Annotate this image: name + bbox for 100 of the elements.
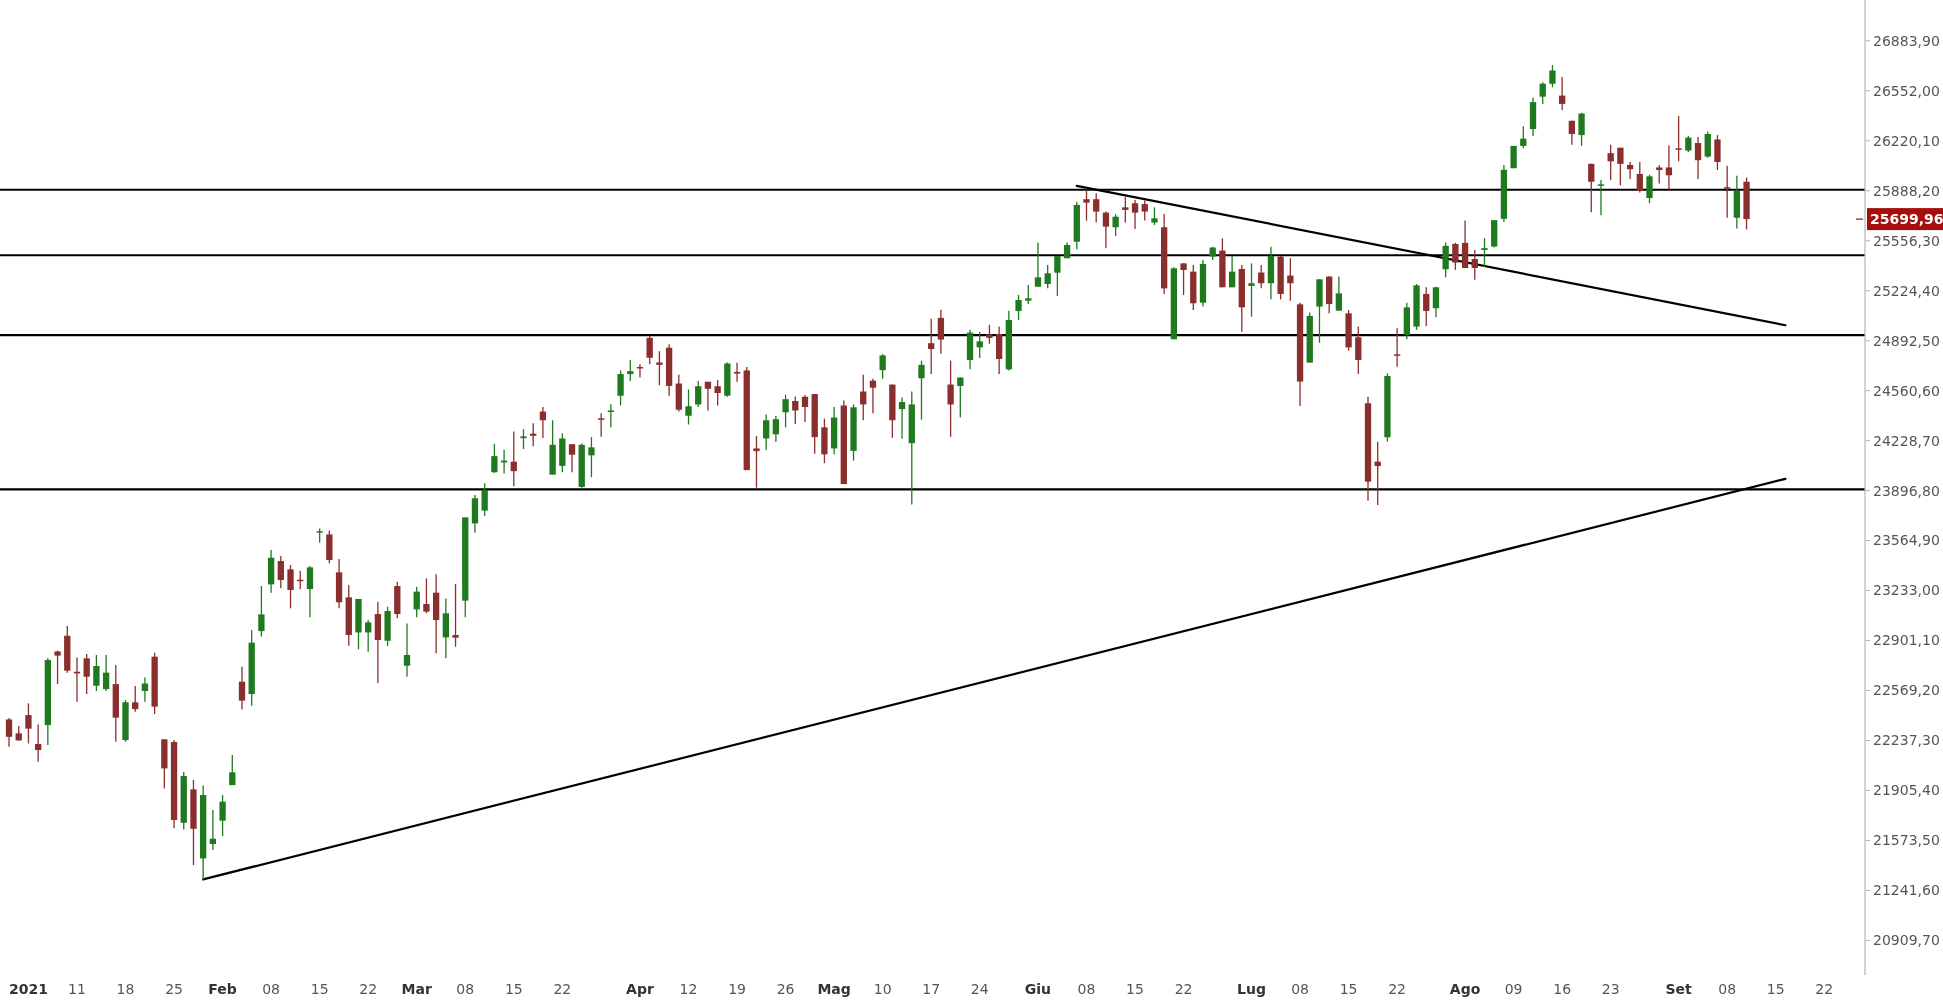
y-tick-label: 26552,00 [1873,82,1940,99]
candlestick [306,565,314,619]
candlestick [1432,286,1440,318]
candlestick [1471,249,1478,281]
candlestick [753,435,760,489]
candlestick [879,353,886,380]
candlestick [1452,242,1459,271]
x-tick-label: 15 [1766,981,1785,997]
candlestick [102,654,110,692]
candlestick [1393,327,1401,368]
candlestick [1636,161,1643,194]
x-tick-label: 08 [1291,981,1309,997]
x-tick-label: 24 [970,981,989,997]
x-tick-label: 22 [553,981,572,997]
candlestick [937,309,945,355]
candlestick [782,394,789,428]
candlestick [1025,284,1032,305]
x-tick-label: Giu [1024,981,1052,997]
x-tick-label: 16 [1553,981,1572,997]
x-tick-label: Lug [1237,981,1266,997]
x-tick-label: 11 [68,981,86,997]
candlestick [258,585,265,638]
candlestick [93,654,100,692]
candlestick [986,324,993,345]
candlestick [792,395,799,425]
y-tick-label: 25888,20 [1873,182,1940,199]
x-tick-label: 22 [1815,981,1834,997]
x-tick-label: 15 [1126,981,1144,997]
y-tick-label: 22237,30 [1873,732,1940,749]
x-tick-label: 12 [679,981,698,997]
candlestick [928,317,935,375]
candlestick [520,428,527,450]
y-tick-label: 25556,30 [1873,232,1940,249]
candlestick [83,653,90,695]
x-tick-label: 10 [873,981,892,997]
candlestick [1549,64,1556,88]
candlestick [510,430,517,487]
x-tick-label: Apr [626,981,654,997]
candlestick [704,381,712,412]
candlestick [1481,237,1488,268]
candlestick [869,378,877,414]
candlestick [1578,112,1585,147]
candlestick [685,388,692,426]
candlestick [1093,192,1100,223]
x-tick-label: Mag [817,981,851,997]
y-tick-label: 24228,70 [1873,432,1940,449]
y-tick-label: 26220,10 [1873,132,1940,149]
candlestick [1539,81,1546,105]
candlestick [801,394,809,423]
x-tick-label: 15 [310,981,329,997]
candlestick [733,362,741,383]
x-tick-label: Feb [208,981,237,997]
candlestick [695,380,702,408]
x-tick-label: 25 [165,981,183,997]
candlestick [1287,257,1294,302]
candlestick [1588,163,1595,213]
candlestick [403,622,411,678]
candlestick [1102,210,1110,249]
candlestick [1724,164,1731,219]
candlestick [627,359,634,382]
candlestick [287,564,294,609]
candlestick [1122,196,1129,224]
candlestick [1083,188,1090,222]
candlestick [1714,134,1721,171]
candlestick [141,676,149,703]
candlestick [1665,144,1673,192]
x-tick-label: Ago [1449,981,1481,997]
candlestick [209,809,217,851]
x-tick-label: 08 [1077,981,1096,997]
candlestick [1355,325,1362,375]
candlestick [1568,120,1575,146]
candlestick [1180,262,1187,296]
candlestick [1617,147,1624,187]
y-tick-label: 20909,70 [1873,932,1940,949]
y-tick-label: 23564,90 [1873,532,1940,549]
candlestick [714,379,721,407]
candlestick [947,359,954,438]
candlestick [617,369,624,407]
candlestick [5,717,13,748]
y-tick-label: 24560,60 [1873,382,1940,399]
candlestick [229,754,236,786]
candlestick [646,335,653,365]
x-tick-label: 09 [1504,981,1523,997]
candlestick [1558,76,1566,111]
candlestick [238,666,246,711]
y-tick-label: 24892,50 [1873,332,1940,349]
x-tick-label: 22 [1388,981,1407,997]
candlestick [1656,164,1663,185]
candlestick [132,685,139,713]
x-tick-label: 2021 [8,981,48,997]
candlestick [598,412,605,438]
y-tick-label: 21241,60 [1873,882,1940,899]
candlestick [1704,130,1711,159]
candlestick [219,794,226,837]
candlestick [1335,275,1343,312]
candlestick [772,415,780,443]
y-tick-label: 22569,20 [1873,682,1940,699]
candlestick [588,436,595,478]
x-tick-label: 22 [359,981,378,997]
candlestick [976,331,983,359]
